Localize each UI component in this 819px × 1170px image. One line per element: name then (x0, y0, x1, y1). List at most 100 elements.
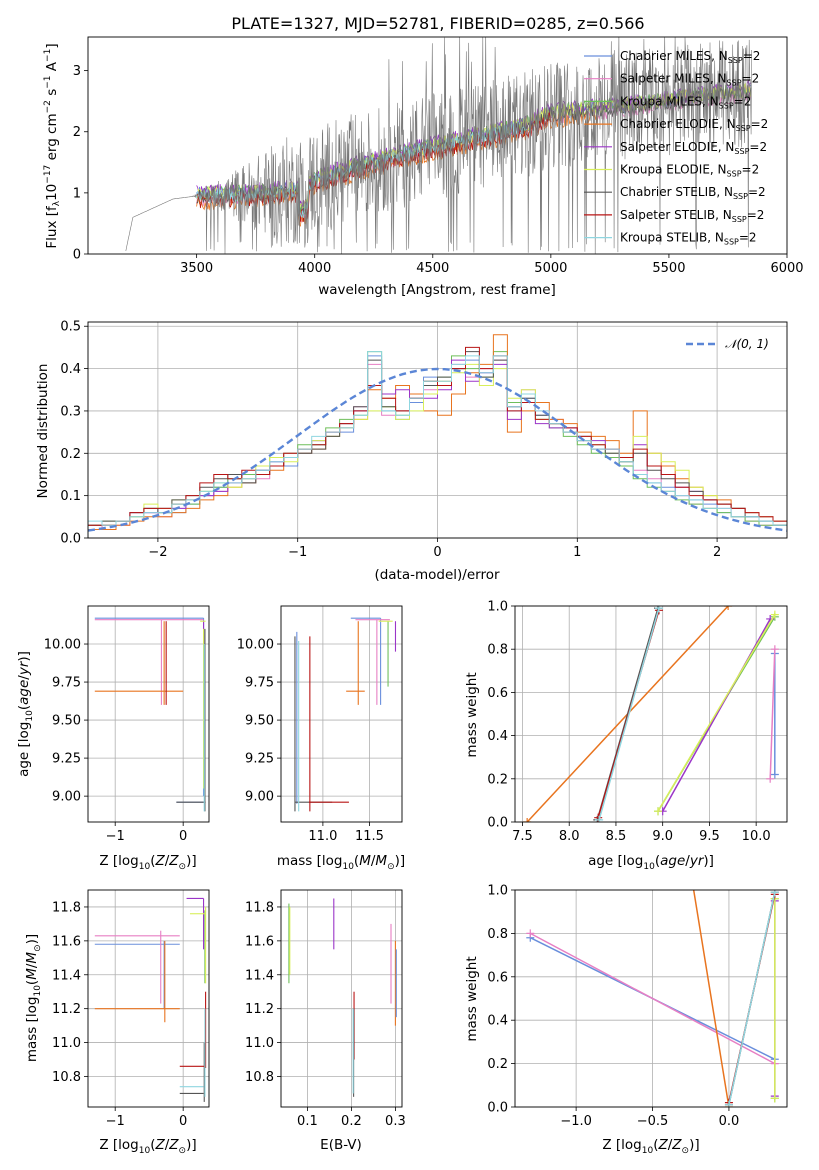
mass-weight-line (598, 607, 660, 821)
y-tick-label: 1.0 (487, 600, 508, 615)
normal-reference-curve (88, 367, 787, 532)
mass-vs-ebv-xlabel: E(B-V) (320, 1137, 362, 1153)
x-tick-label: 9.0 (652, 829, 673, 844)
x-tick-label: 0 (179, 1114, 187, 1129)
mass-weight-marker (526, 929, 535, 938)
y-tick-label: 11.0 (245, 1036, 274, 1051)
mass-weight-vs-Z-panel: −1.0 −0.5 0.0 0.0 0.2 0.4 0.6 0.8 1.0 (487, 884, 788, 1129)
mass-vs-Z-ylabel: mass [log10(M/M⊙)] (24, 934, 43, 1062)
mass-weight-line (728, 892, 776, 1105)
x-tick-label: −1 (288, 545, 307, 560)
y-tick-label: 0 (73, 248, 81, 263)
y-tick-label: 11.2 (52, 1002, 81, 1017)
residuals-xlabel: (data-model)/error (374, 567, 500, 583)
y-tick-label: 0.6 (487, 970, 508, 985)
axes-frame (87, 889, 210, 1108)
y-tick-label: 11.4 (245, 968, 274, 983)
x-tick-label: 8.5 (606, 829, 627, 844)
legend-entry: Kroupa MILES, NSSP=2 (620, 94, 751, 110)
x-tick-label: −1 (106, 829, 125, 844)
figure-title: PLATE=1327, MJD=52781, FIBERID=0285, z=0… (231, 14, 644, 33)
x-tick-label: 1 (573, 545, 581, 560)
x-tick-label: 4000 (298, 261, 331, 276)
histogram-series (88, 334, 787, 538)
x-tick-label: 5500 (652, 261, 685, 276)
observed-spectrum-line (125, 37, 752, 254)
legend-entry: Salpeter ELODIE, NSSP=2 (620, 140, 767, 156)
axes-frame (514, 605, 788, 823)
x-tick-label: 0.0 (719, 1114, 740, 1129)
x-tick-label: 10.0 (742, 829, 771, 844)
mass-weight-vs-age-xlabel: age [log10(age/yr)] (588, 853, 714, 872)
x-tick-label: 8.0 (559, 829, 580, 844)
mass-weight-marker (654, 606, 663, 613)
x-tick-label: 5000 (534, 261, 567, 276)
histogram-series (88, 351, 787, 538)
mass-weight-vs-Z-ylabel: mass weight (464, 956, 480, 1041)
mass-weight-line (529, 932, 776, 1065)
x-tick-label: 6000 (770, 261, 803, 276)
legend-entry: Chabrier STELIB, NSSP=2 (620, 185, 766, 201)
x-tick-label: 0 (179, 829, 187, 844)
plot-area (526, 890, 779, 1107)
y-tick-label: 0.4 (487, 729, 508, 744)
plot-area (288, 898, 397, 1097)
legend-entry: Kroupa ELODIE, NSSP=2 (620, 163, 759, 179)
y-tick-label: 10.00 (237, 638, 274, 653)
y-tick-label: 0.2 (487, 772, 508, 787)
y-tick-label: 0.0 (487, 1101, 508, 1116)
plot-area (523, 606, 779, 822)
y-tick-label: 9.50 (245, 714, 274, 729)
y-tick-label: 0.6 (487, 686, 508, 701)
legend-entry: Chabrier MILES, NSSP=2 (620, 49, 760, 65)
y-tick-label: 0.2 (60, 447, 81, 462)
plot-area (94, 897, 207, 1102)
plot-area (94, 617, 206, 812)
x-tick-label: 2 (713, 545, 721, 560)
legend-entry: Salpeter MILES, NSSP=2 (620, 72, 759, 88)
y-tick-label: 10.00 (44, 638, 81, 653)
y-tick-label: 0.8 (487, 927, 508, 942)
mass-weight-line (769, 649, 776, 779)
plot-area (125, 37, 752, 254)
legend-entry: Chabrier ELODIE, NSSP=2 (620, 117, 768, 133)
y-tick-label: 0.3 (60, 404, 81, 419)
y-tick-label: 11.2 (245, 1002, 274, 1017)
y-tick-label: 2 (73, 125, 81, 140)
mass-weight-marker (770, 610, 779, 619)
mass-weight-marker (724, 606, 733, 610)
residuals-panel: −2 −1 0 1 2 0.0 0.1 0.2 0.3 0.4 0.5 𝒩(0, 1) (60, 320, 788, 560)
legend-entry: Salpeter STELIB, NSSP=2 (620, 208, 764, 224)
mass-vs-ebv-panel: 0.1 0.2 0.3 10.8 11.0 11.2 11.4 11.6 11.8 (245, 889, 406, 1129)
x-tick-label: 0.1 (297, 1114, 318, 1129)
x-tick-label: −2 (148, 545, 167, 560)
x-tick-label: 9.5 (699, 829, 720, 844)
y-tick-label: 0.0 (487, 816, 508, 831)
y-tick-label: 11.8 (245, 900, 274, 915)
y-tick-label: 0.0 (60, 532, 81, 547)
spectrum-panel: 3500 4000 4500 5000 5500 6000 0 1 2 3 Chabrier MIL… (73, 36, 804, 276)
x-tick-label: 11.5 (355, 829, 384, 844)
y-tick-label: 10.8 (245, 1070, 274, 1085)
legend-entry: 𝒩(0, 1) (725, 337, 769, 351)
mass-vs-Z-xlabel: Z [log10(Z/Z⊙)] (99, 1137, 196, 1156)
axes-frame (514, 889, 788, 1108)
age-vs-mass-xlabel: mass [log10(M/M⊙)] (277, 853, 405, 872)
plot-area (294, 617, 397, 812)
y-tick-label: 9.75 (245, 676, 274, 691)
y-tick-label: 3 (73, 64, 81, 79)
mass-weight-marker (770, 890, 779, 897)
mass-weight-marker (724, 1100, 733, 1107)
y-tick-label: 10.8 (52, 1070, 81, 1085)
y-tick-label: 9.00 (52, 790, 81, 805)
age-vs-mass-panel: 11.0 11.5 9.00 9.25 9.50 9.75 10.00 (237, 605, 403, 844)
x-tick-label: −1 (106, 1114, 125, 1129)
y-tick-label: 1.0 (487, 884, 508, 899)
x-tick-label: −0.5 (637, 1114, 669, 1129)
y-tick-label: 9.25 (52, 752, 81, 767)
y-tick-label: 0.1 (60, 489, 81, 504)
mass-weight-marker (770, 770, 779, 779)
mass-weight-marker (523, 818, 532, 822)
mass-weight-vs-Z-xlabel: Z [log10(Z/Z⊙)] (602, 1137, 699, 1156)
y-tick-label: 11.6 (52, 934, 81, 949)
